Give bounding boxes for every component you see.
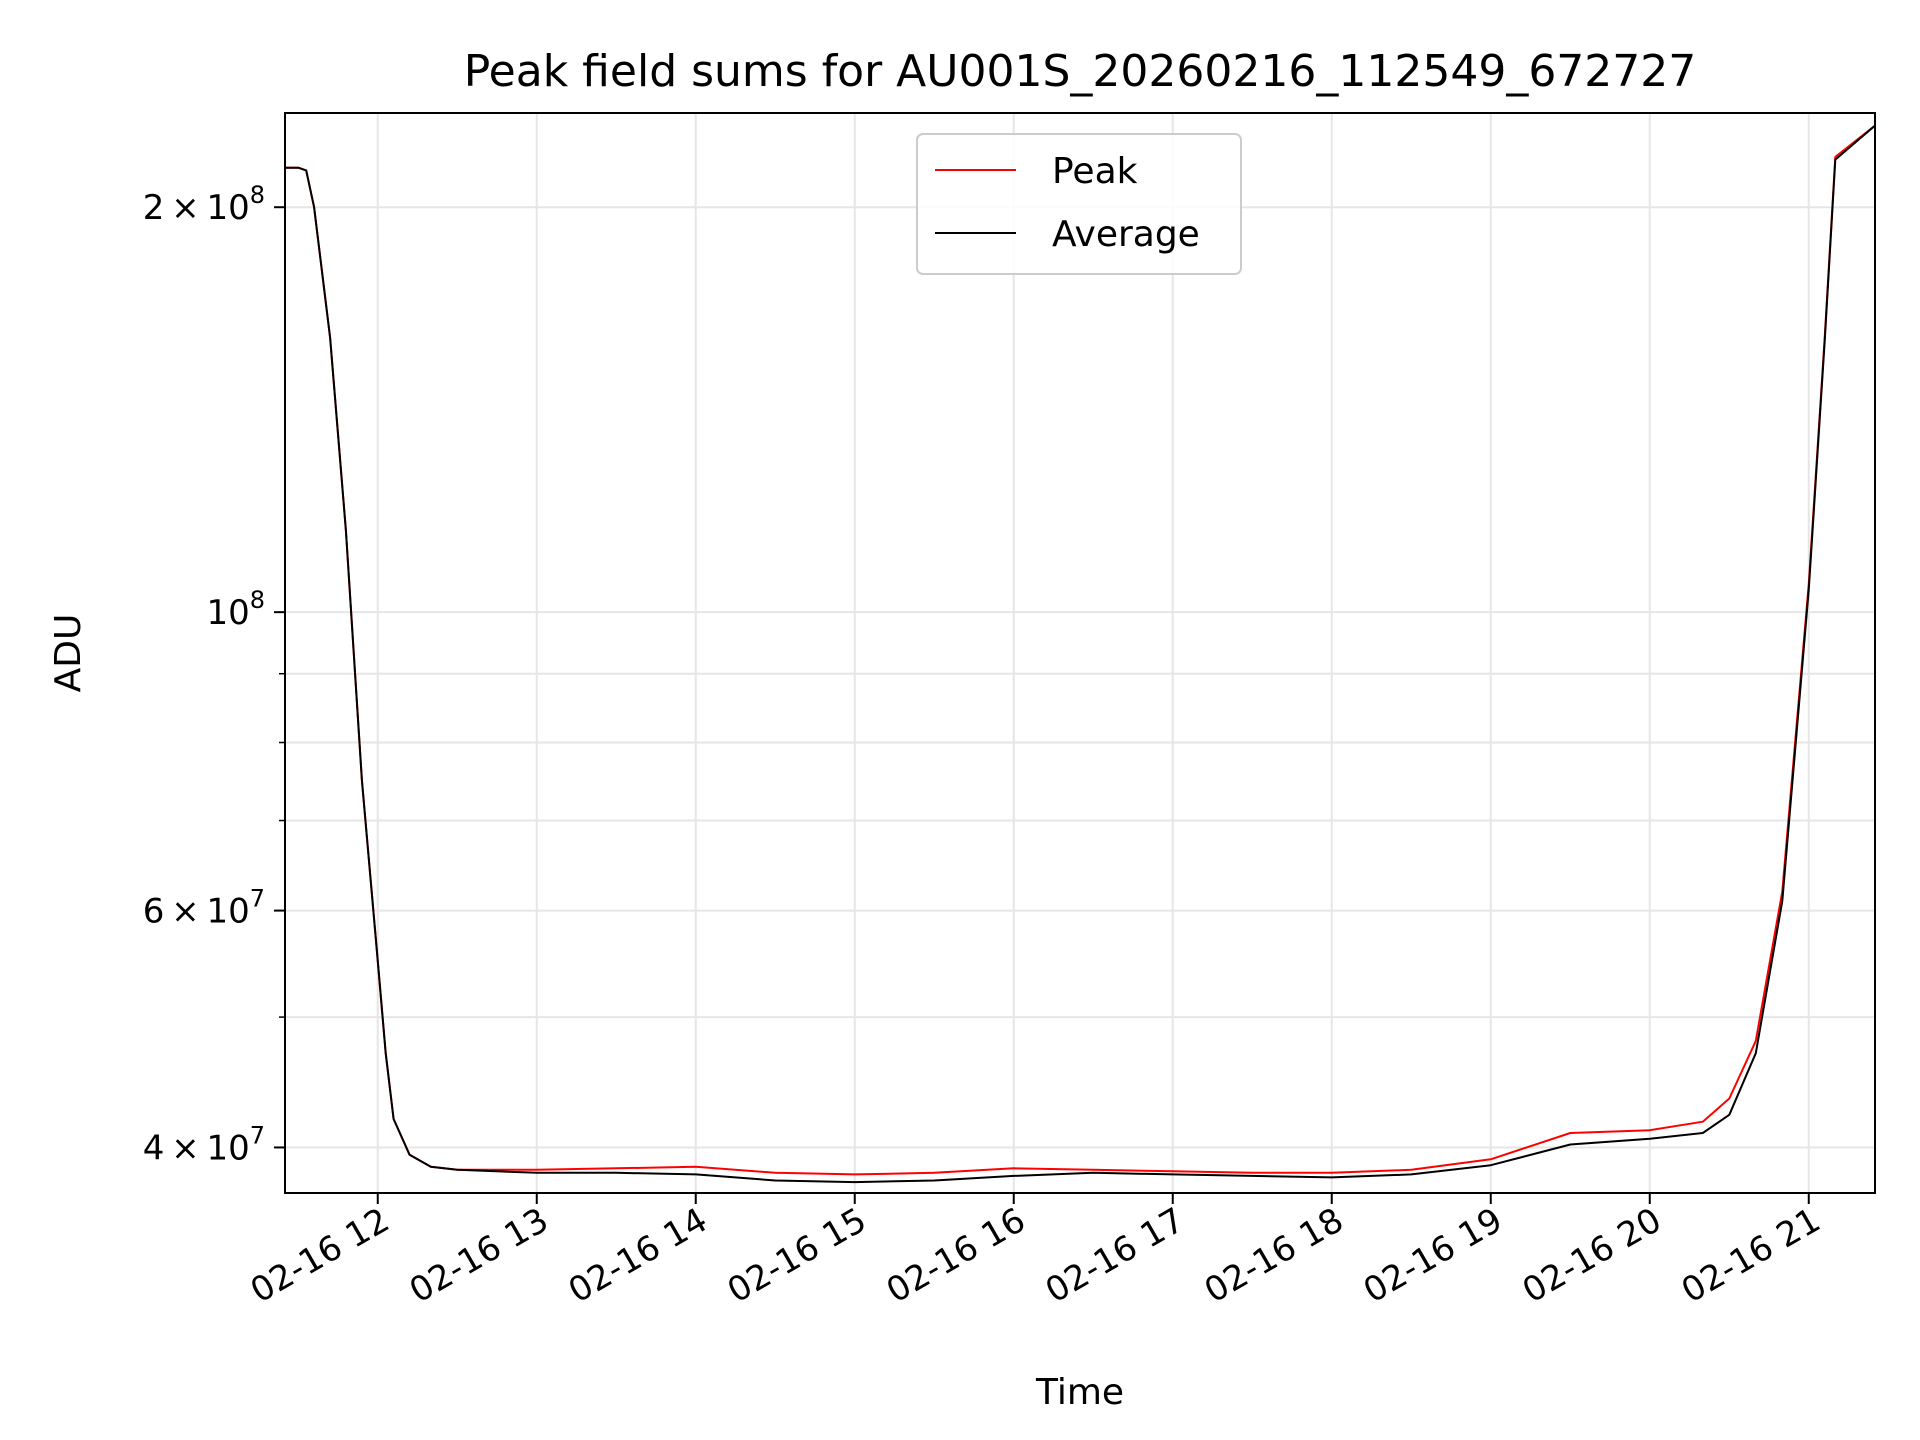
y-tick-label: 4 × 107 (143, 1121, 265, 1168)
gridlines (285, 113, 1875, 1193)
y-axis-label: ADU (48, 614, 89, 693)
x-axis-label: Time (1035, 1372, 1124, 1413)
series-line-average (285, 124, 1876, 1184)
y-tick-label: 108 (206, 586, 265, 633)
legend: Peak Average (916, 133, 1242, 275)
y-tick-label: 2 × 108 (143, 181, 265, 228)
legend-label-average: Average (1052, 214, 1200, 255)
series-layer (285, 124, 1876, 1184)
chart-title: Peak field sums for AU001S_20260216_1125… (464, 46, 1697, 97)
y-tick-label: 6 × 107 (143, 885, 265, 932)
y-axis-ticks: 4 × 107 6 × 107 108 2 × 108 (143, 181, 285, 1168)
plot-frame (284, 112, 1876, 1194)
legend-label-peak: Peak (1052, 151, 1138, 192)
